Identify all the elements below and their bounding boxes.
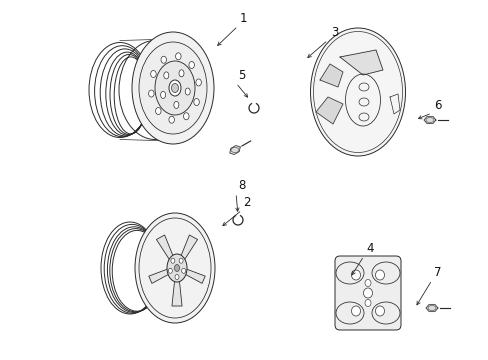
Ellipse shape [193,99,199,105]
Text: 4: 4 [366,242,373,255]
Ellipse shape [135,213,215,323]
Ellipse shape [169,80,181,96]
Ellipse shape [148,90,154,97]
Polygon shape [229,145,240,154]
Ellipse shape [170,258,175,263]
Ellipse shape [183,113,189,120]
Ellipse shape [351,270,360,280]
Text: 1: 1 [239,12,246,24]
FancyBboxPatch shape [334,256,400,330]
Text: 3: 3 [331,26,338,39]
Ellipse shape [179,70,183,77]
Ellipse shape [160,91,165,98]
Ellipse shape [185,88,190,95]
Ellipse shape [179,258,183,263]
Ellipse shape [351,306,360,316]
Ellipse shape [188,62,194,68]
Ellipse shape [371,262,399,284]
Ellipse shape [171,84,178,93]
Ellipse shape [163,72,168,79]
Polygon shape [425,305,437,311]
Ellipse shape [363,288,372,298]
Ellipse shape [174,265,179,271]
Ellipse shape [168,116,174,123]
Polygon shape [339,50,382,75]
Text: 7: 7 [433,266,441,279]
Polygon shape [423,117,435,123]
Ellipse shape [175,274,179,279]
Ellipse shape [364,279,370,287]
Ellipse shape [375,306,384,316]
Polygon shape [148,269,170,283]
Ellipse shape [155,108,161,114]
Ellipse shape [168,268,172,273]
Ellipse shape [161,56,166,63]
Polygon shape [172,278,182,306]
Ellipse shape [335,262,363,284]
Ellipse shape [132,32,214,144]
Ellipse shape [196,79,201,86]
Ellipse shape [174,102,179,108]
Ellipse shape [375,270,384,280]
Ellipse shape [155,61,195,115]
Ellipse shape [175,53,181,60]
Ellipse shape [335,302,363,324]
Text: 8: 8 [238,179,245,192]
Ellipse shape [150,71,156,77]
Ellipse shape [167,254,186,282]
Ellipse shape [371,302,399,324]
Text: 2: 2 [243,195,250,208]
Ellipse shape [139,42,206,134]
Text: 5: 5 [238,68,245,81]
Polygon shape [319,64,342,87]
Polygon shape [183,269,205,283]
Text: 6: 6 [433,99,441,112]
Polygon shape [180,235,197,262]
Ellipse shape [181,268,185,273]
Polygon shape [156,235,174,262]
Ellipse shape [364,300,370,306]
Polygon shape [315,97,342,124]
Ellipse shape [310,28,405,156]
